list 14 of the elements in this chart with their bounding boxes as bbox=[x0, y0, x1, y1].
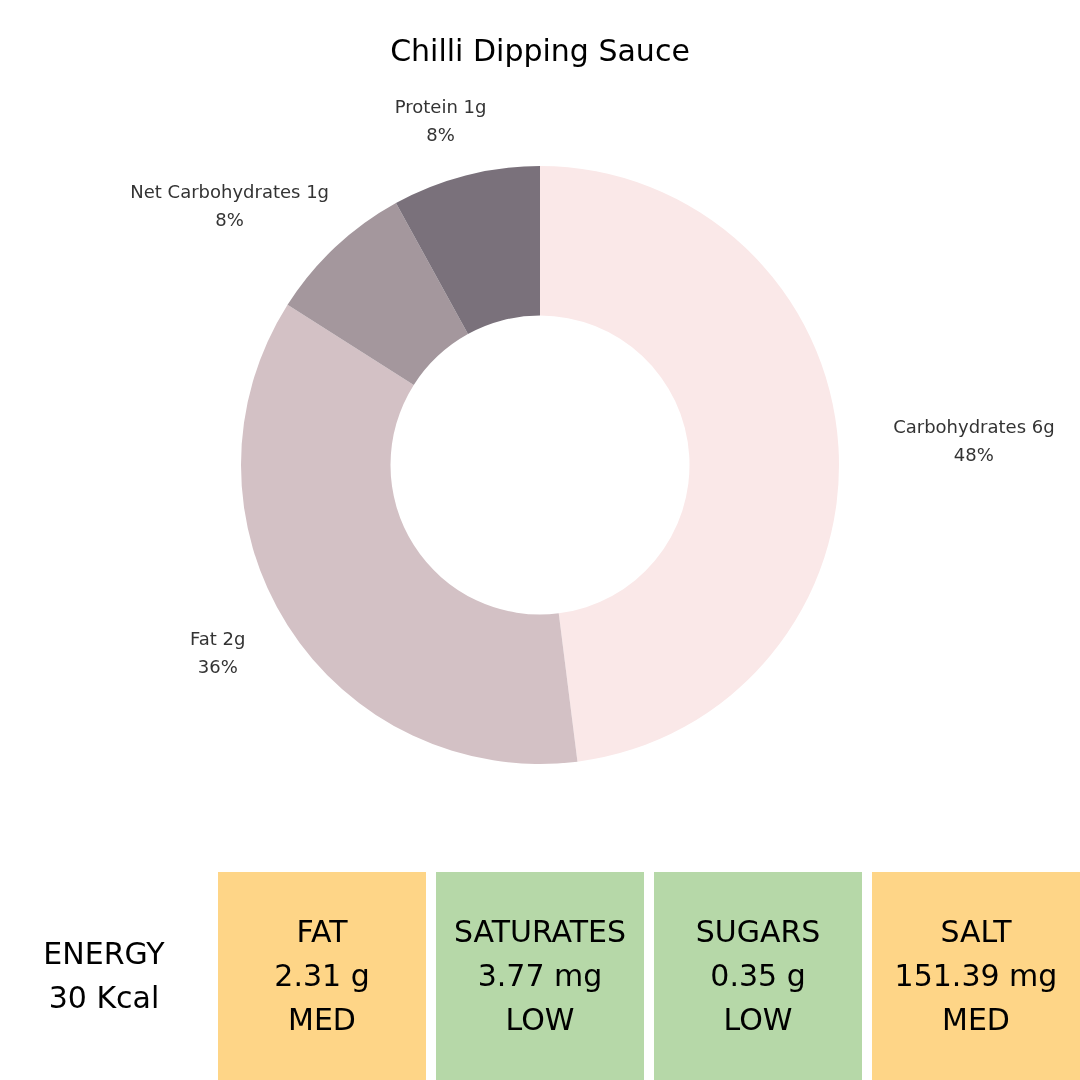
text: ENERGY 30 Kcal bbox=[43, 935, 165, 1017]
data-label: 36% bbox=[197, 656, 238, 678]
data-label: 8% bbox=[215, 208, 244, 230]
slice-label: Fat 2g bbox=[190, 628, 246, 650]
chart-title: Chilli Dipping Sauce bbox=[390, 32, 690, 68]
text: SUGARS 0.35 g LOW bbox=[695, 913, 821, 1039]
slice-label: Carbohydrates 6g bbox=[893, 416, 1055, 438]
data-label: 8% bbox=[426, 123, 455, 145]
slice-label: Protein 1g bbox=[394, 95, 487, 117]
text: SALT 151.39 mg MED bbox=[894, 913, 1058, 1039]
data-label: 48% bbox=[953, 444, 994, 466]
text: FAT 2.31 g MED bbox=[274, 913, 370, 1039]
slice-label: Net Carbohydrates 1g bbox=[130, 180, 330, 202]
text: SATURATES 3.77 mg LOW bbox=[453, 913, 627, 1039]
